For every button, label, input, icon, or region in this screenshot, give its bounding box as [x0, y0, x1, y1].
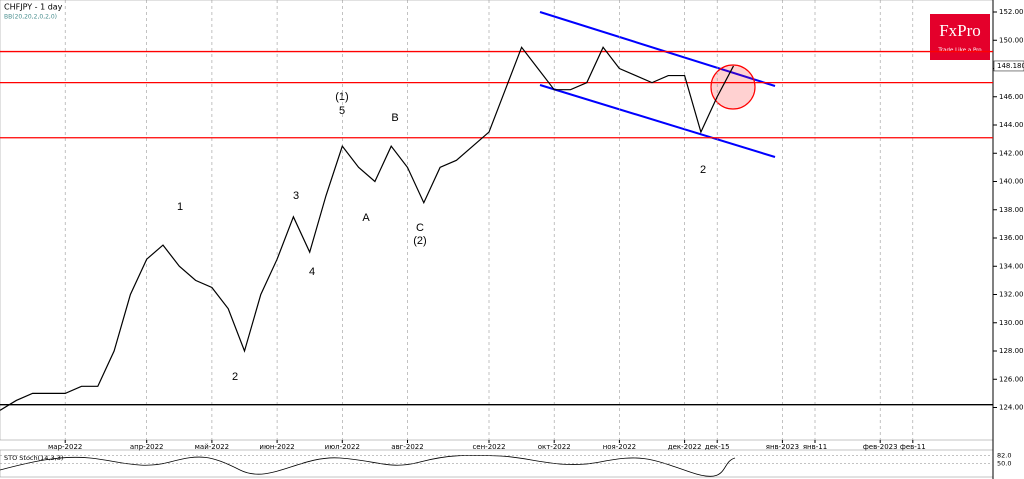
- y-tick-label: 146.000: [999, 93, 1024, 101]
- price-line: [0, 46, 735, 411]
- channel-upper: [539, 11, 776, 87]
- wave-label: C: [416, 222, 424, 234]
- wave-label: 4: [309, 266, 315, 278]
- wave-label: A: [362, 212, 370, 224]
- indicator-line: [0, 454, 736, 477]
- x-tick-label: сен-2022: [472, 443, 505, 451]
- indicator-tick-label: 50.0: [997, 460, 1011, 468]
- logo-name: FxPro: [939, 21, 981, 40]
- y-tick-label: 138.000: [999, 206, 1024, 214]
- x-tick-label: фев-2023: [863, 443, 898, 451]
- wave-label: 3: [293, 190, 299, 202]
- wave-label: 2: [232, 371, 238, 383]
- last-price-label: 148.180: [997, 62, 1024, 70]
- y-tick-label: 132.000: [999, 291, 1024, 299]
- last-price-box: [993, 60, 1024, 72]
- wave-label: (2): [413, 235, 426, 247]
- x-tick-label: июл-2022: [325, 443, 360, 451]
- y-tick-label: 126.000: [999, 375, 1024, 383]
- chart-title: CHFJPY - 1 day: [4, 3, 63, 12]
- x-tick-label: янв-11: [803, 443, 827, 451]
- wave-label: 1: [177, 201, 183, 213]
- indicator-tick-label: 82.0: [997, 452, 1011, 460]
- y-tick-label: 136.000: [999, 234, 1024, 242]
- x-tick-label: авг-2022: [391, 443, 423, 451]
- x-tick-label: фев-11: [900, 443, 926, 451]
- x-tick-label: май-2022: [195, 443, 229, 451]
- x-tick-label: янв-2023: [766, 443, 799, 451]
- x-tick-label: дек-15: [705, 443, 730, 451]
- y-tick-label: 150.000: [999, 36, 1024, 44]
- indicator-label: STO Stoch(14,3,3): [4, 454, 63, 462]
- y-tick-label: 130.000: [999, 319, 1024, 327]
- logo-box: [930, 14, 990, 60]
- wave-label: B: [391, 112, 398, 124]
- x-tick-label: окт-2022: [538, 443, 571, 451]
- chart-subtitle: BB(20,20,2,0,2,0): [4, 14, 57, 21]
- y-tick-label: 128.000: [999, 347, 1024, 355]
- wave-label: 2: [700, 164, 706, 176]
- y-tick-label: 152.000: [999, 8, 1024, 16]
- x-tick-label: июн-2022: [259, 443, 294, 451]
- logo: FxPro Trade Like a Pro: [930, 14, 990, 60]
- y-tick-label: 144.000: [999, 121, 1024, 129]
- channel-lower: [539, 84, 776, 158]
- y-tick-label: 124.000: [999, 404, 1024, 412]
- x-tick-label: апр-2022: [130, 443, 164, 451]
- logo-tagline: Trade Like a Pro: [937, 48, 982, 54]
- plot-frame: [0, 0, 994, 441]
- x-tick-label: мар-2022: [48, 443, 82, 451]
- y-tick-label: 142.000: [999, 149, 1024, 157]
- y-tick-label: 140.000: [999, 178, 1024, 186]
- highlight-circle: [710, 64, 756, 110]
- x-tick-label: дек-2022: [668, 443, 702, 451]
- y-tick-label: 134.000: [999, 262, 1024, 270]
- x-tick-label: ноя-2022: [603, 443, 636, 451]
